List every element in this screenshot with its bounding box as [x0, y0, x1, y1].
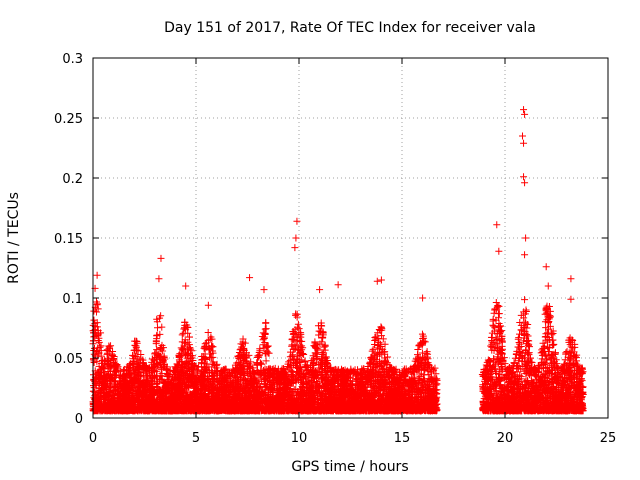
- data-point: [262, 319, 270, 327]
- data-point: [153, 324, 161, 332]
- data-point: [295, 325, 303, 333]
- data-points: [89, 106, 587, 415]
- data-point: [129, 351, 137, 359]
- data-point: [294, 320, 302, 328]
- data-point: [178, 331, 186, 339]
- data-point: [95, 338, 103, 346]
- chart-title: Day 151 of 2017, Rate Of TEC Index for r…: [164, 20, 536, 36]
